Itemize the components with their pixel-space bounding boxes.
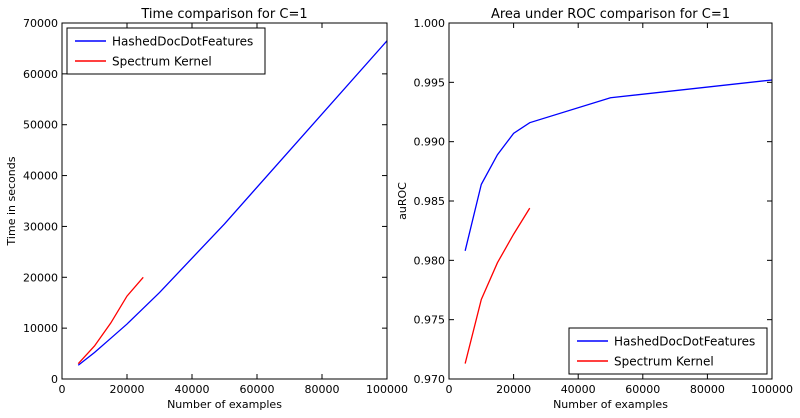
y-tick-label: 30000 <box>23 220 58 233</box>
y-tick-label: 0 <box>51 373 58 386</box>
y-tick-label: 0.980 <box>414 254 446 267</box>
y-tick-label: 70000 <box>23 17 58 30</box>
x-tick-label: 80000 <box>690 383 725 396</box>
series-line-hashed <box>77 40 388 366</box>
y-tick-label: 0.995 <box>414 76 446 89</box>
y-tick-label: 10000 <box>23 322 58 335</box>
auroc-chart-legend-label-spectrum: Spectrum Kernel <box>614 355 714 369</box>
x-tick-label: 40000 <box>175 383 210 396</box>
x-tick-label: 0 <box>446 383 453 396</box>
auroc-chart-ticks: 0 20000 40000 60000 80000 100000 0.970 0.975 0.9… <box>414 17 794 396</box>
x-tick-label: 60000 <box>625 383 660 396</box>
auroc-chart-ylabel: auROC <box>396 182 409 220</box>
y-tick-label: 0.985 <box>414 195 446 208</box>
y-tick-label: 20000 <box>23 271 58 284</box>
time-chart-legend-box <box>66 27 266 75</box>
auroc-chart-legend: HashedDocDotFeatures Spectrum Kernel <box>568 327 768 375</box>
series-line-spectrum <box>464 207 531 364</box>
auroc-chart-legend-box <box>568 327 768 375</box>
time-chart: Time comparison for C=1 0 20000 40000 60000… <box>5 7 408 411</box>
y-tick-label: 1.000 <box>414 17 446 30</box>
time-chart-legend-label-hashed: HashedDocDotFeatures <box>112 35 253 49</box>
x-tick-label: 60000 <box>240 383 275 396</box>
y-tick-label: 0.990 <box>414 136 446 149</box>
auroc-chart: Area under ROC comparison for C=1 0 20000… <box>396 7 793 411</box>
time-chart-legend-label-spectrum: Spectrum Kernel <box>112 55 212 69</box>
series-line-hashed <box>464 79 773 251</box>
x-tick-label: 20000 <box>496 383 531 396</box>
time-chart-ylabel: Time in seconds <box>5 156 18 246</box>
auroc-chart-xlabel: Number of examples <box>553 398 668 411</box>
y-tick-label: 60000 <box>23 68 58 81</box>
auroc-chart-legend-label-hashed: HashedDocDotFeatures <box>614 335 755 349</box>
y-tick-label: 0.975 <box>414 314 446 327</box>
y-tick-label: 50000 <box>23 119 58 132</box>
time-chart-title: Time comparison for C=1 <box>140 7 307 22</box>
time-chart-legend: HashedDocDotFeatures Spectrum Kernel <box>66 27 266 75</box>
time-chart-lines <box>77 40 388 366</box>
x-tick-label: 40000 <box>561 383 596 396</box>
time-chart-xlabel: Number of examples <box>167 398 282 411</box>
y-tick-label: 0.970 <box>414 373 446 386</box>
auroc-chart-frame <box>448 22 773 380</box>
auroc-chart-lines <box>464 79 773 364</box>
x-tick-label: 100000 <box>366 383 408 396</box>
y-tick-label: 40000 <box>23 170 58 183</box>
x-tick-label: 80000 <box>305 383 340 396</box>
time-chart-frame <box>61 22 388 380</box>
x-tick-label: 100000 <box>751 383 793 396</box>
x-tick-label: 0 <box>59 383 66 396</box>
time-chart-ticks: 0 20000 40000 60000 80000 100000 0 10000 20000 30… <box>23 17 408 396</box>
auroc-chart-title: Area under ROC comparison for C=1 <box>491 7 730 22</box>
series-line-spectrum <box>77 276 144 365</box>
x-tick-label: 20000 <box>110 383 145 396</box>
